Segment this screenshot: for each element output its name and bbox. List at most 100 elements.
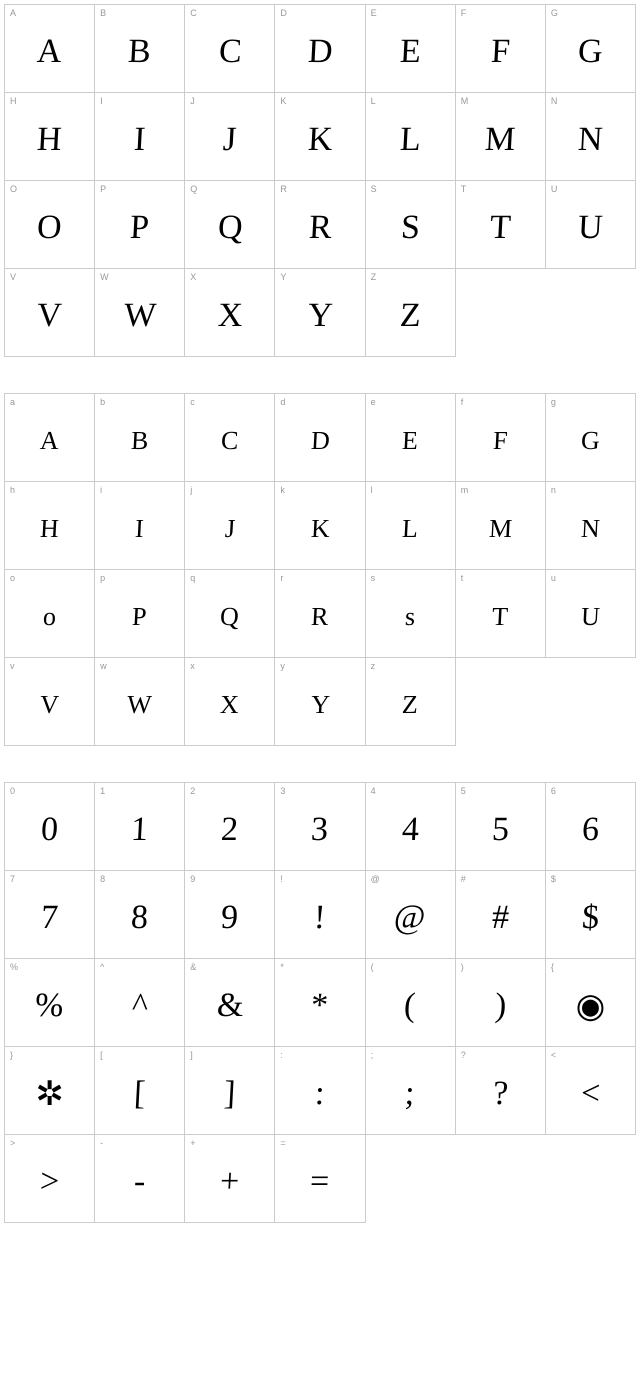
- glyph: ]: [223, 1075, 236, 1113]
- glyph-cell: @@: [366, 871, 456, 959]
- glyph-wrap: >: [5, 1135, 94, 1222]
- cell-label: z: [371, 661, 376, 671]
- cell-label: =: [280, 1138, 285, 1148]
- cell-label: K: [280, 96, 286, 106]
- glyph-wrap: V: [5, 269, 94, 356]
- cell-label: ): [461, 962, 464, 972]
- glyph-cell: }✲: [5, 1047, 95, 1135]
- glyph: 1: [130, 811, 149, 849]
- cell-label: b: [100, 397, 105, 407]
- glyph-cell: 88: [95, 871, 185, 959]
- glyph-cell: II: [95, 93, 185, 181]
- glyph: ): [494, 987, 507, 1025]
- glyph-cell: DD: [275, 5, 365, 93]
- glyph-wrap: O: [5, 181, 94, 268]
- glyph-cell: ((: [366, 959, 456, 1047]
- cell-label: V: [10, 272, 16, 282]
- glyph-wrap: =: [275, 1135, 364, 1222]
- glyph-cell: <<: [546, 1047, 636, 1135]
- glyph: [: [133, 1075, 146, 1113]
- glyph-cell: XX: [185, 269, 275, 357]
- empty-cell: [546, 658, 636, 746]
- glyph: 6: [581, 811, 600, 849]
- glyph-wrap: W: [95, 658, 184, 745]
- glyph-wrap: P: [95, 570, 184, 657]
- glyph: S: [400, 209, 421, 247]
- cell-label: F: [461, 8, 467, 18]
- glyph: s: [404, 602, 416, 632]
- cell-label: W: [100, 272, 109, 282]
- glyph: G: [577, 33, 604, 71]
- glyph-wrap: D: [275, 5, 364, 92]
- glyph-wrap: T: [456, 570, 545, 657]
- glyph-wrap: Q: [185, 570, 274, 657]
- glyph: N: [580, 514, 600, 544]
- cell-label: s: [371, 573, 376, 583]
- glyph-wrap: 1: [95, 783, 184, 870]
- glyph-wrap: ✲: [5, 1047, 94, 1134]
- glyph-cell: eE: [366, 394, 456, 482]
- glyph-cell: ::: [275, 1047, 365, 1135]
- glyph-cell: KK: [275, 93, 365, 181]
- cell-label: I: [100, 96, 103, 106]
- glyph-cell: {◉: [546, 959, 636, 1047]
- cell-label: 8: [100, 874, 105, 884]
- cell-label: c: [190, 397, 195, 407]
- cell-label: Q: [190, 184, 197, 194]
- glyph-wrap: U: [546, 570, 635, 657]
- glyph-wrap: P: [95, 181, 184, 268]
- glyph-wrap: K: [275, 482, 364, 569]
- glyph-cell: ZZ: [366, 269, 456, 357]
- cell-label: ^: [100, 962, 104, 972]
- glyph-cell: aA: [5, 394, 95, 482]
- glyph-wrap: Q: [185, 181, 274, 268]
- cell-label: e: [371, 397, 376, 407]
- cell-label: (: [371, 962, 374, 972]
- glyph-cell: yY: [275, 658, 365, 746]
- glyph-grid: 00112233445566778899!!@@##$$%%^^&&**(())…: [4, 782, 636, 1223]
- glyph-wrap: R: [275, 570, 364, 657]
- glyph-cell: rR: [275, 570, 365, 658]
- glyph-wrap: :: [275, 1047, 364, 1134]
- glyph: U: [577, 209, 604, 247]
- empty-cell: [456, 269, 546, 357]
- cell-label: B: [100, 8, 106, 18]
- glyph: B: [130, 426, 149, 456]
- cell-label: 7: [10, 874, 15, 884]
- glyph: Z: [399, 297, 422, 335]
- glyph-wrap: I: [95, 482, 184, 569]
- glyph: G: [580, 426, 600, 456]
- cell-label: u: [551, 573, 556, 583]
- glyph: Q: [217, 209, 244, 247]
- glyph: ✲: [35, 1074, 64, 1114]
- glyph-wrap: 5: [456, 783, 545, 870]
- section-lowercase: aAbBcCdDeEfFgGhHiIjJkKlLmMnNoopPqQrRsstT…: [4, 393, 636, 746]
- glyph-wrap: N: [546, 93, 635, 180]
- glyph-cell: kK: [275, 482, 365, 570]
- glyph-wrap: F: [456, 394, 545, 481]
- glyph: !: [313, 899, 326, 937]
- glyph-wrap: W: [95, 269, 184, 356]
- glyph-wrap: V: [5, 658, 94, 745]
- cell-label: $: [551, 874, 556, 884]
- cell-label: :: [280, 1050, 283, 1060]
- glyph-wrap: J: [185, 482, 274, 569]
- glyph-wrap: 7: [5, 871, 94, 958]
- cell-label: G: [551, 8, 558, 18]
- section-symbols: 00112233445566778899!!@@##$$%%^^&&**(())…: [4, 782, 636, 1223]
- glyph-cell: HH: [5, 93, 95, 181]
- glyph-cell: 99: [185, 871, 275, 959]
- glyph-cell: QQ: [185, 181, 275, 269]
- glyph-cell: hH: [5, 482, 95, 570]
- glyph-wrap: o: [5, 570, 94, 657]
- glyph-wrap: 8: [95, 871, 184, 958]
- glyph-cell: nN: [546, 482, 636, 570]
- glyph-wrap: L: [366, 93, 455, 180]
- cell-label: <: [551, 1050, 556, 1060]
- glyph: P: [132, 602, 148, 632]
- cell-label: v: [10, 661, 15, 671]
- glyph: Z: [401, 690, 418, 720]
- glyph-cell: BB: [95, 5, 185, 93]
- cell-label: ?: [461, 1050, 466, 1060]
- glyph-cell: bB: [95, 394, 185, 482]
